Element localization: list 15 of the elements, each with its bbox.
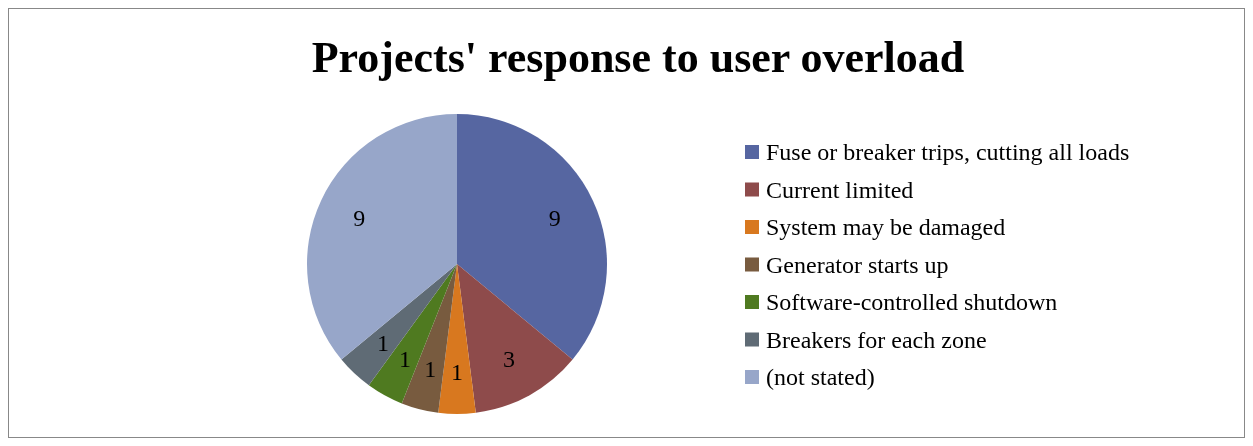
legend-label: Breakers for each zone <box>766 326 987 353</box>
data-label: 1 <box>424 355 437 382</box>
legend-label: Fuse or breaker trips, cutting all loads <box>766 139 1130 165</box>
legend-label: Software-controlled shutdown <box>766 289 1058 315</box>
data-label: 9 <box>353 205 366 232</box>
legend-label: Current limited <box>766 176 914 203</box>
data-label: 3 <box>503 345 516 372</box>
data-label: 1 <box>451 359 463 385</box>
legend-label: Generator starts up <box>766 251 949 278</box>
legend-label: System may be damaged <box>766 214 1006 240</box>
data-label: 9 <box>548 205 561 232</box>
data-label: 1 <box>377 329 390 356</box>
data-label: 1 <box>398 345 411 372</box>
chart-title: Projects' response to user overload <box>311 33 965 82</box>
legend-label: (not stated) <box>766 364 875 390</box>
